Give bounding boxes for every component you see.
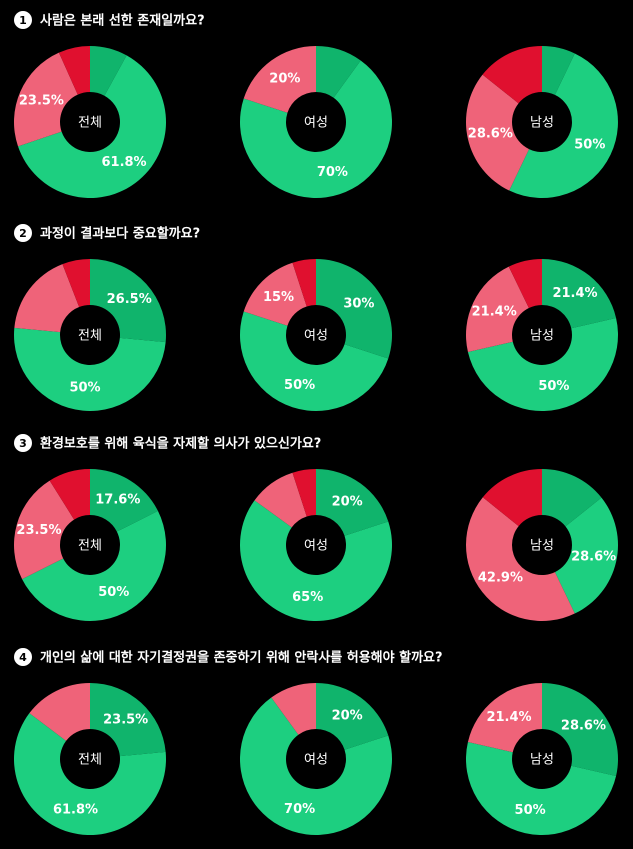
value-label: 21.4% [552,286,597,301]
donut-segment [18,55,167,198]
donut-segment [542,259,617,329]
group-name: 전체 [78,116,102,131]
question-title: 환경보호를 위해 육식을 자제할 의사가 있으신가요? [40,436,321,452]
value-label: 28.6% [561,718,606,733]
donut-segment [292,259,316,307]
donut-segment [466,74,530,191]
question-number: 1 [19,14,27,27]
question-title: 과정이 결과보다 중요할까요? [40,226,200,242]
question-badge [14,11,32,29]
value-label: 20% [332,495,363,510]
value-label: 50% [538,379,569,394]
donut-segment [13,52,78,147]
donut-segment [316,469,389,536]
group-name: 전체 [78,329,102,344]
donut-segment [466,266,529,353]
value-label: 65% [292,590,323,605]
group-name: 여성 [304,753,328,768]
donut-segment [243,46,316,113]
donut-segment [542,468,602,527]
question-badge [14,224,32,242]
donut-segment [509,53,618,198]
donut-segment [254,472,307,528]
value-label: 50% [69,380,100,395]
donut-segment [243,262,307,326]
donut-segment [90,683,166,757]
donut-segment [58,46,90,95]
question-number: 3 [19,437,27,450]
donut-segment [22,510,167,622]
value-label: 20% [269,72,300,87]
donut-segment [542,683,618,777]
donut-segment [240,311,389,412]
question-number: 4 [19,651,27,664]
question-badge [14,648,32,666]
group-name: 전체 [78,753,102,768]
donut-segment [482,46,542,104]
value-label: 50% [574,137,605,152]
group-name: 남성 [530,539,554,554]
value-label: 23.5% [19,93,64,108]
value-label: 30% [343,296,374,311]
value-label: 50% [284,378,315,393]
value-label: 21.4% [486,710,531,725]
donut-segment [508,259,542,309]
value-label: 50% [515,803,546,818]
donut-segment [465,497,575,621]
value-label: 28.6% [468,126,513,141]
group-name: 남성 [530,116,554,131]
donut-segment [316,46,361,98]
donut-segment [90,46,127,96]
donut-segment [240,697,392,836]
group-name: 전체 [78,539,102,554]
value-label: 42.9% [478,570,523,585]
value-label: 70% [317,165,348,180]
donut-segment [467,683,542,753]
value-label: 28.6% [571,549,616,564]
value-label: 23.5% [103,712,148,727]
value-label: 26.5% [107,292,152,307]
donut-segment [14,713,167,835]
donut-segment [49,469,90,520]
question-title: 개인의 삶에 대한 자기결정권을 존중하기 위해 안락사를 허용해야 할까요? [40,650,443,666]
donut-segment [90,469,158,532]
value-label: 17.6% [95,492,140,507]
donut-segment [465,741,617,835]
question-title: 사람은 본래 선한 존재일까요? [40,13,205,29]
group-name: 여성 [304,329,328,344]
donut-segment [316,683,389,750]
value-label: 50% [98,585,129,600]
donut-segment [62,259,90,308]
group-name: 여성 [304,539,328,554]
group-name: 남성 [530,753,554,768]
donut-segment [554,497,618,614]
donut-segment [316,259,392,359]
donut-segment [14,327,166,411]
group-name: 여성 [304,116,328,131]
donut-segment [239,500,392,621]
value-label: 61.8% [101,155,146,170]
value-label: 21.4% [472,305,517,320]
value-label: 70% [284,802,315,817]
group-name: 남성 [530,329,554,344]
donut-segment [542,46,575,95]
value-label: 20% [332,709,363,724]
donut-segment [482,469,542,527]
donut-segment [14,264,80,333]
value-label: 23.5% [16,523,61,538]
question-badge [14,434,32,452]
value-label: 61.8% [53,802,98,817]
donut-segment [29,683,90,741]
question-number: 2 [19,227,27,240]
donut-segment [271,683,316,735]
donut-segment [240,60,392,198]
donut-segment [292,469,316,517]
value-label: 15% [263,290,294,305]
donut-segment [13,480,75,580]
donut-segment [90,259,166,343]
donut-segment [467,317,618,411]
